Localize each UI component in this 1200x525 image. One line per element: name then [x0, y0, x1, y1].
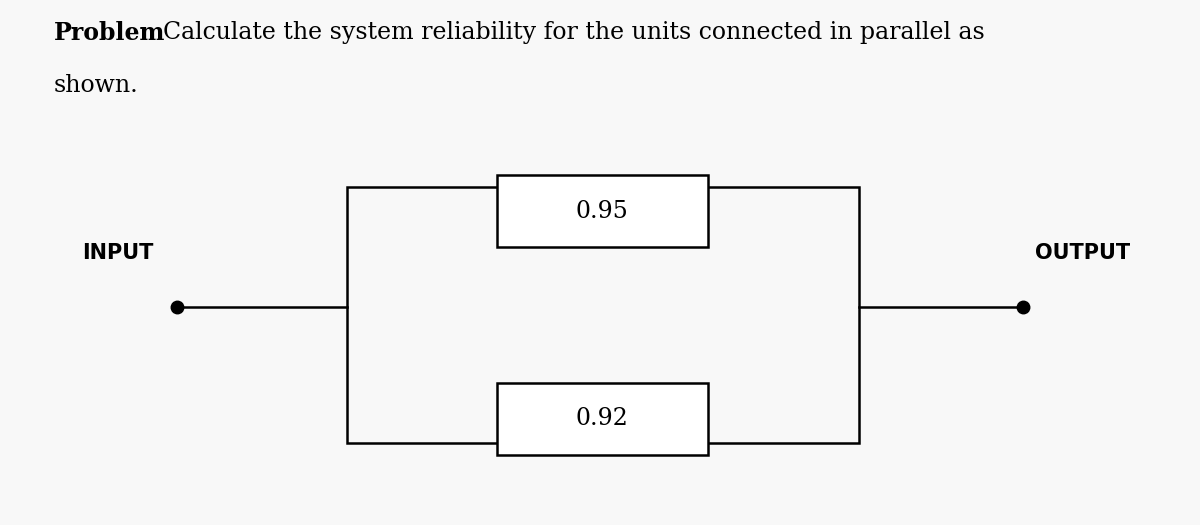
Text: Problem: Problem — [54, 21, 166, 45]
Text: OUTPUT: OUTPUT — [1034, 243, 1129, 263]
Text: INPUT: INPUT — [82, 243, 154, 263]
Text: 0.92: 0.92 — [576, 407, 629, 430]
Text: : Calculate the system reliability for the units connected in parallel as: : Calculate the system reliability for t… — [140, 21, 985, 44]
Bar — [497, 175, 708, 247]
Text: 0.95: 0.95 — [576, 200, 629, 223]
Bar — [347, 187, 859, 443]
Bar — [497, 383, 708, 455]
Text: shown.: shown. — [54, 74, 139, 97]
